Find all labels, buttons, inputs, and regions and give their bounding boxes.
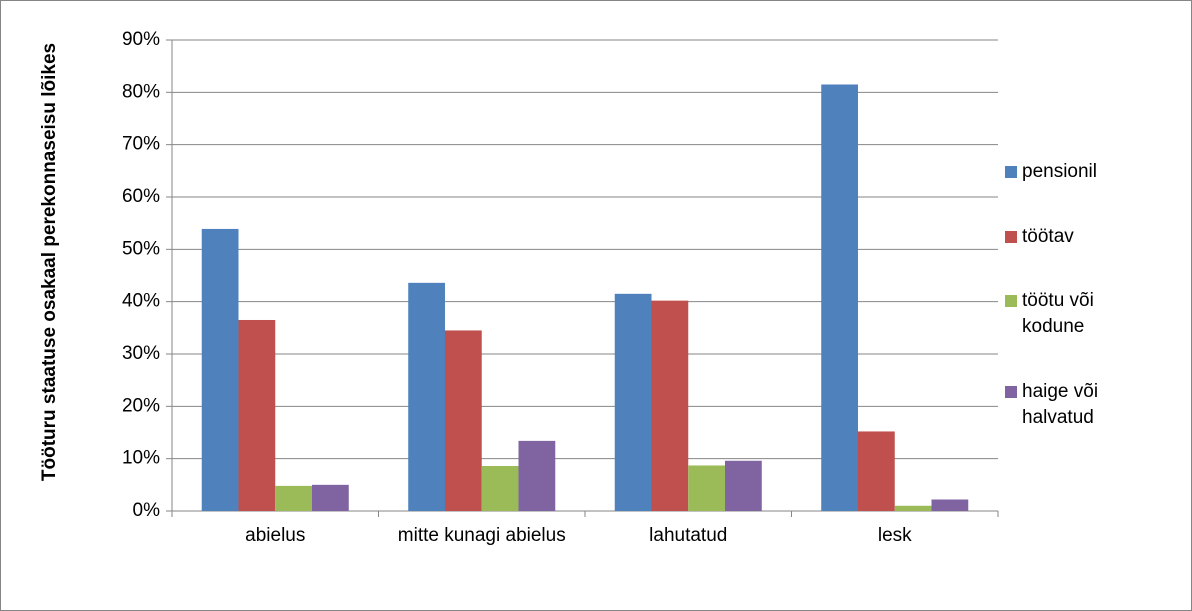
bar bbox=[614, 293, 652, 511]
legend-entry: töötav bbox=[1005, 224, 1155, 250]
bar bbox=[894, 505, 932, 511]
bar bbox=[481, 465, 519, 511]
legend-label: pensionil bbox=[1022, 161, 1097, 183]
bar bbox=[444, 330, 482, 511]
legend-swatch bbox=[1005, 166, 1017, 179]
y-tick-label: 10% bbox=[122, 448, 160, 469]
legend-swatch bbox=[1005, 295, 1017, 308]
legend-swatch bbox=[1005, 385, 1017, 398]
legend-entry: töötu või kodune bbox=[1005, 288, 1155, 340]
x-tick-label: lesk bbox=[877, 525, 912, 546]
y-tick-label: 80% bbox=[122, 81, 160, 102]
bar bbox=[725, 460, 762, 511]
legend-swatch bbox=[1005, 230, 1017, 243]
bar bbox=[408, 282, 445, 511]
bar bbox=[857, 431, 895, 511]
bar bbox=[312, 484, 349, 511]
y-tick-label: 70% bbox=[122, 134, 160, 155]
legend-entry: haige või halvatud bbox=[1005, 379, 1155, 431]
y-tick-label: 40% bbox=[122, 291, 160, 312]
bar bbox=[518, 440, 556, 511]
bar bbox=[651, 300, 689, 511]
legend-label: töötav bbox=[1022, 225, 1074, 247]
bar bbox=[931, 499, 969, 511]
x-tick-label: lahutatud bbox=[649, 525, 728, 546]
bar bbox=[688, 465, 726, 511]
legend-label: haige või halvatud bbox=[1022, 380, 1099, 428]
legend-label: töötu või kodune bbox=[1022, 290, 1094, 338]
bar bbox=[275, 485, 313, 511]
y-tick-label: 90% bbox=[122, 29, 160, 50]
y-tick-label: 20% bbox=[122, 395, 160, 416]
bar bbox=[238, 319, 276, 511]
bar bbox=[201, 228, 239, 511]
y-tick-label: 30% bbox=[122, 343, 160, 364]
bar bbox=[821, 84, 858, 511]
x-tick-label: abielus bbox=[245, 525, 306, 546]
legend-entry: pensionil bbox=[1005, 159, 1155, 185]
y-tick-label: 60% bbox=[122, 186, 160, 207]
y-tick-label: 50% bbox=[122, 238, 160, 259]
y-axis-title: Tööturu staatuse osakaal perekonnaseisu … bbox=[39, 42, 60, 482]
y-tick-label: 0% bbox=[133, 500, 161, 521]
x-tick-label: mitte kunagi abielus bbox=[397, 525, 566, 546]
legend: pensionil töötav töötu või kodune haige või… bbox=[1005, 140, 1155, 450]
